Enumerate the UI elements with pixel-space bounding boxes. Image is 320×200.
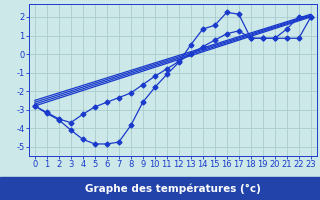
Text: Graphe des températures (°c): Graphe des températures (°c) — [85, 183, 261, 194]
